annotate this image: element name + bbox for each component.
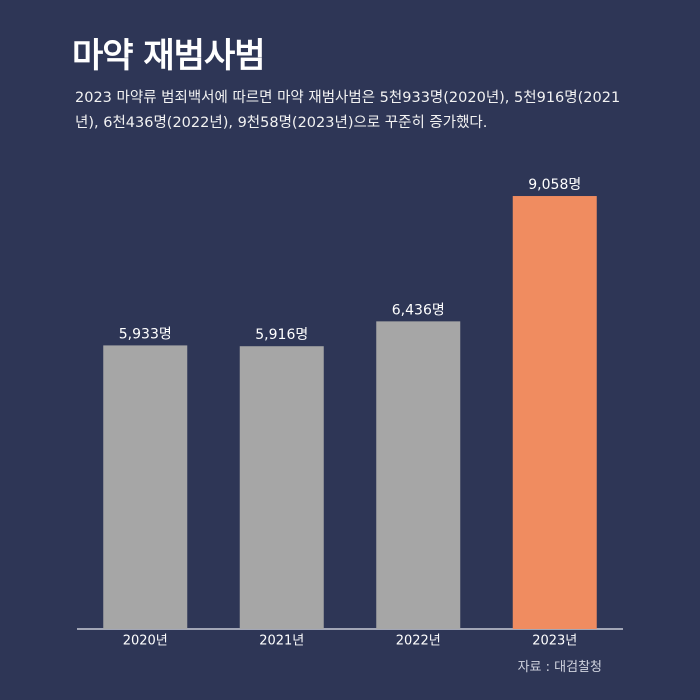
bar (376, 321, 461, 629)
chart-title: 마약 재범사범 (72, 36, 266, 76)
bar (239, 346, 324, 629)
chart-subtitle: 2023 마약류 범죄백서에 따르면 마약 재범사범은 5천933명(2020년… (75, 90, 621, 131)
x-tick-label: 2023년 (532, 634, 577, 649)
value-label: 5,933명 (119, 326, 172, 342)
source-note: 자료 : 대검찰청 (517, 660, 602, 675)
value-label: 6,436명 (392, 302, 445, 318)
value-label: 9,058명 (528, 177, 581, 193)
value-label: 5,916명 (255, 327, 308, 343)
bar (103, 345, 188, 629)
x-tick-label: 2020년 (123, 634, 168, 649)
bar (512, 196, 597, 630)
x-tick-label: 2021년 (259, 634, 304, 649)
x-tick-label: 2022년 (396, 634, 441, 649)
